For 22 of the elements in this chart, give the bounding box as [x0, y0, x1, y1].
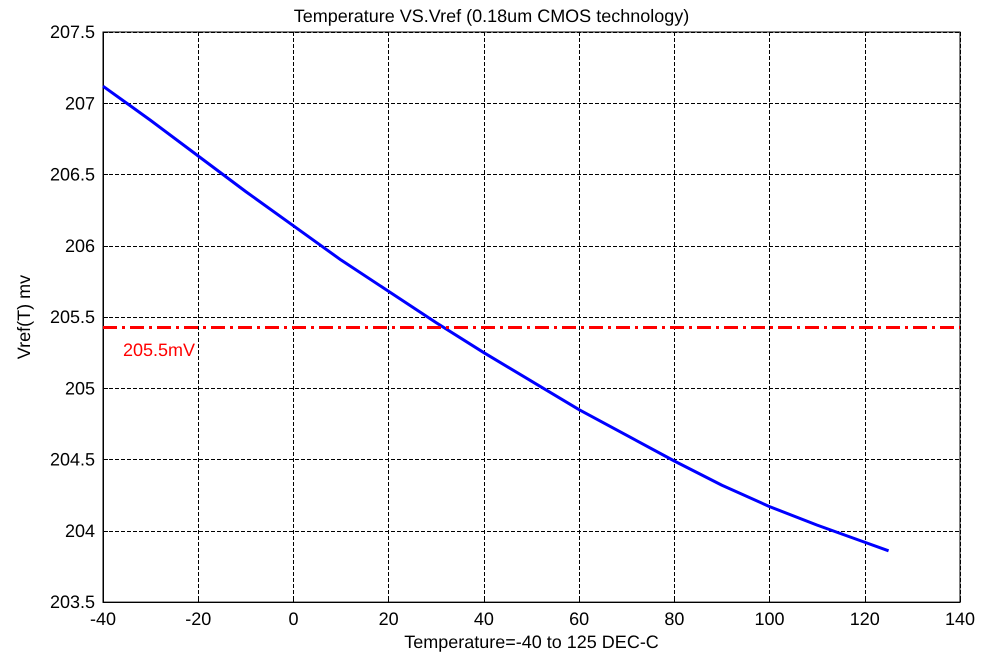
y-tick-label: 207 [64, 93, 95, 114]
x-tick-label: 140 [944, 609, 976, 630]
y-axis-title: Vref(T) mv [14, 274, 34, 360]
line-series [102, 84, 890, 552]
x-tick-label: 60 [569, 609, 590, 630]
y-tick-label: 206 [64, 236, 95, 256]
chart-title: Temperature VS.Vref (0.18um CMOS technology) [294, 6, 690, 26]
x-tick-label: 100 [754, 609, 785, 630]
y-tick-label: 205.5 [50, 307, 95, 328]
x-tick-label: 120 [850, 609, 880, 630]
y-tick-label: 206.5 [50, 164, 95, 185]
x-tick-label: 40 [474, 609, 494, 630]
y-tick-label: 204 [64, 520, 95, 541]
x-tick-label: 20 [378, 609, 399, 630]
x-tick-label: 80 [664, 609, 684, 630]
x-tick-label: -20 [185, 609, 212, 630]
x-tick-label: 0 [288, 609, 298, 630]
y-tick-label: 207.5 [50, 22, 95, 42]
ref-line-label: 205.5mV [123, 340, 196, 360]
y-tick-label: 204.5 [50, 450, 95, 470]
y-tick-label: 205 [64, 378, 95, 398]
x-axis-title: Temperature=-40 to 125 DEC-C [404, 632, 659, 652]
